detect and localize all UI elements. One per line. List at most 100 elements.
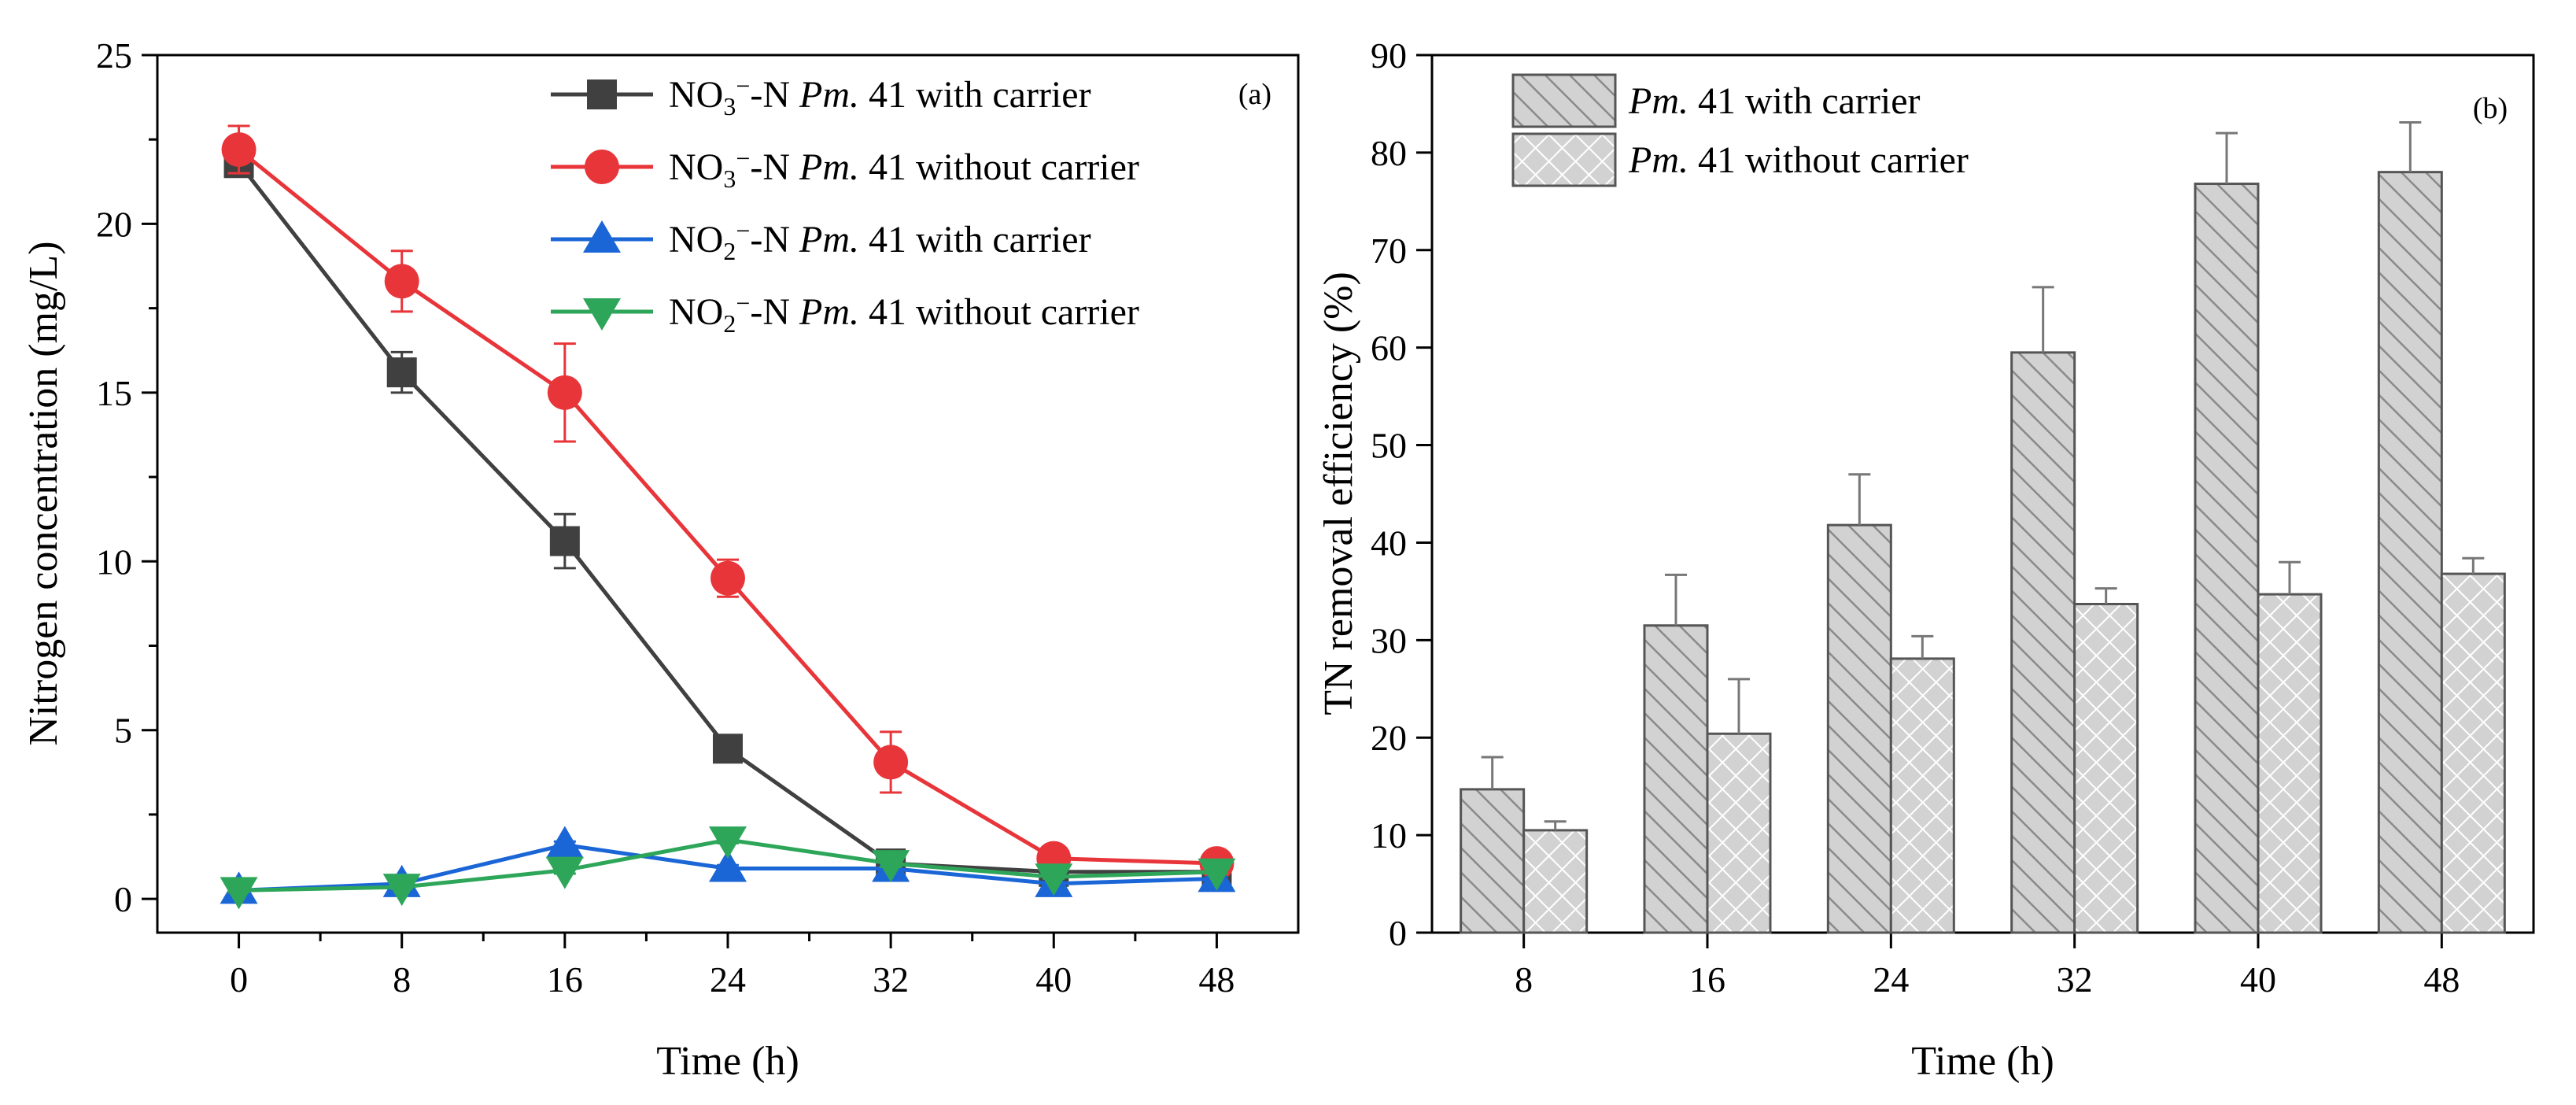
panel-a-data-point-1-2 <box>547 375 582 410</box>
panel-b-y-axis-title: TN removal efficiency (%) <box>1316 272 1361 715</box>
legend-name-suffix: 41 with carrier <box>859 219 1091 261</box>
panel-b-x-tick-label-48: 48 <box>2423 959 2460 1000</box>
panel-b-bar-1-48 <box>2440 572 2506 934</box>
panel-b-x-tick-label-8: 8 <box>1515 959 1533 1000</box>
panel-b-bar-chart: 0 10 20 30 40 50 60 70 80 90 8 16 24 32 40 48 Time (h)… <box>1316 35 2535 1084</box>
legend-name-italic: Pm. <box>1628 139 1688 181</box>
panel-a-data-point-2-3 <box>709 849 747 882</box>
panel-b-bar-0-24 <box>1826 523 1892 934</box>
legend-name-suffix: 41 with carrier <box>1688 80 1921 122</box>
legend-name-prefix: NO <box>669 74 723 116</box>
panel-b-y-tick-label-90: 90 <box>1371 35 1407 76</box>
panel-b-bar-1-40 <box>2257 593 2323 934</box>
panel-a-x-axis-title: Time (h) <box>656 1039 799 1084</box>
panel-a-legend-label-2: NO2−-N Pm. 41 with carrier <box>669 216 1091 265</box>
legend-name-italic: Pm. <box>799 219 859 261</box>
panel-b-y-tick-label-60: 60 <box>1371 328 1407 368</box>
legend-name-superscript: − <box>736 289 750 317</box>
panel-a-y-tick-label-10: 10 <box>96 541 132 582</box>
panel-b-y-tick-label-10: 10 <box>1371 815 1407 856</box>
legend-name-subscript: 2 <box>723 309 736 338</box>
panel-b-y-tick-label-30: 30 <box>1371 620 1407 660</box>
panel-a-series <box>220 124 1236 910</box>
panel-a-legend-label-3: NO2−-N Pm. 41 without carrier <box>669 289 1139 338</box>
panel-a-legend-marker-0 <box>587 79 617 109</box>
legend-name-subscript: 3 <box>723 164 736 193</box>
panel-a-legend-label-0: NO3−-N Pm. 41 with carrier <box>669 72 1091 120</box>
panel-a-data-point-3-1 <box>382 874 421 907</box>
panel-b-y-tick-label-40: 40 <box>1371 523 1407 563</box>
panel-a-legend-label-1: NO3−-N Pm. 41 without carrier <box>669 144 1139 193</box>
panel-a-x-tick-label-16: 16 <box>547 959 583 1000</box>
panel-b-y-tick-label-20: 20 <box>1371 718 1407 758</box>
panel-b-y-tick-label-50: 50 <box>1371 426 1407 466</box>
panel-a-data-point-3-3 <box>709 826 747 859</box>
legend-name-italic: Pm. <box>1628 80 1688 122</box>
panel-b-x-tick-label-40: 40 <box>2240 959 2276 1000</box>
panel-b-x-tick-label-16: 16 <box>1689 959 1725 1000</box>
panel-b-bar-1-24 <box>1889 657 1955 934</box>
legend-name-suffix: 41 without carrier <box>859 291 1139 333</box>
panel-b-bar-0-32 <box>2010 351 2076 934</box>
panel-b-bars <box>1460 120 2506 934</box>
panel-a-y-tick-label-0: 0 <box>114 879 132 919</box>
legend-name-prefix: NO <box>669 219 723 261</box>
panel-b-y-tick-label-0: 0 <box>1389 913 1407 953</box>
panel-b-x-axis-title: Time (h) <box>1911 1039 2054 1084</box>
panel-b-legend-label-0: Pm. 41 with carrier <box>1628 80 1921 122</box>
panel-a-data-point-1-3 <box>710 560 745 596</box>
panel-a-x-tick-label-24: 24 <box>710 959 746 1000</box>
panel-a-legend-marker-2 <box>583 220 621 253</box>
panel-a-y-axis-title: Nitrogen concentration (mg/L) <box>21 241 66 745</box>
legend-name-suffix: 41 without carrier <box>859 146 1139 188</box>
panel-a-x-tick-label-32: 32 <box>873 959 909 1000</box>
panel-a-data-point-1-0 <box>221 132 256 168</box>
legend-name-mid: -N <box>750 146 799 188</box>
panel-a-data-point-3-0 <box>220 877 258 910</box>
legend-name-subscript: 2 <box>723 237 736 265</box>
panel-a-series-3 <box>220 826 1236 910</box>
panel-b-x-ticks: 8 16 24 32 40 48 <box>1515 933 2460 1000</box>
legend-name-mid: -N <box>750 219 799 261</box>
panel-a-data-point-3-6 <box>1198 858 1236 891</box>
panel-a-data-point-0-1 <box>386 357 417 388</box>
panel-a-y-ticks: 0 5 10 15 20 25 <box>96 35 157 919</box>
legend-name-subscript: 3 <box>723 92 736 120</box>
panel-a-x-tick-label-0: 0 <box>230 959 248 1000</box>
panel-b-bar-0-8 <box>1460 788 1526 934</box>
panel-b-bar-0-48 <box>2377 171 2443 934</box>
panel-a-y-tick-label-25: 25 <box>96 35 132 76</box>
panel-a-x-tick-label-8: 8 <box>393 959 411 1000</box>
panel-b-y-tick-label-70: 70 <box>1371 231 1407 271</box>
legend-name-suffix: 41 without carrier <box>1688 139 1969 181</box>
legend-name-suffix: 41 with carrier <box>859 74 1091 116</box>
panel-a-data-point-3-4 <box>872 850 910 883</box>
panel-a-data-point-1-4 <box>873 745 909 780</box>
legend-name-italic: Pm. <box>799 146 859 188</box>
legend-name-superscript: − <box>736 144 750 172</box>
legend-name-mid: -N <box>750 291 799 333</box>
panel-b-bar-1-8 <box>1522 829 1589 934</box>
panel-b-bar-1-16 <box>1706 732 1772 934</box>
panel-a-data-point-0-3 <box>713 734 743 764</box>
panel-a-x-tick-label-40: 40 <box>1035 959 1072 1000</box>
panel-a-data-point-0-2 <box>549 526 580 556</box>
panel-b-legend-label-1: Pm. 41 without carrier <box>1628 139 1969 181</box>
panel-a-legend-marker-3 <box>583 298 621 331</box>
panel-b-bar-1-32 <box>2073 602 2139 934</box>
legend-name-italic: Pm. <box>799 74 859 116</box>
panel-a-y-tick-label-5: 5 <box>114 711 132 751</box>
panel-a-data-point-3-2 <box>545 856 584 889</box>
panel-a-data-point-1-1 <box>384 264 419 299</box>
panel-a-y-tick-label-20: 20 <box>96 204 132 244</box>
panel-a-data-point-2-2 <box>545 826 584 859</box>
panel-a-y-tick-label-15: 15 <box>96 373 132 413</box>
legend-name-superscript: − <box>736 72 750 100</box>
panel-a-label: (a) <box>1238 78 1271 111</box>
panel-b-bar-0-16 <box>1643 624 1709 934</box>
panel-b-x-tick-label-32: 32 <box>2057 959 2093 1000</box>
panel-a-legend-marker-1 <box>585 150 619 184</box>
